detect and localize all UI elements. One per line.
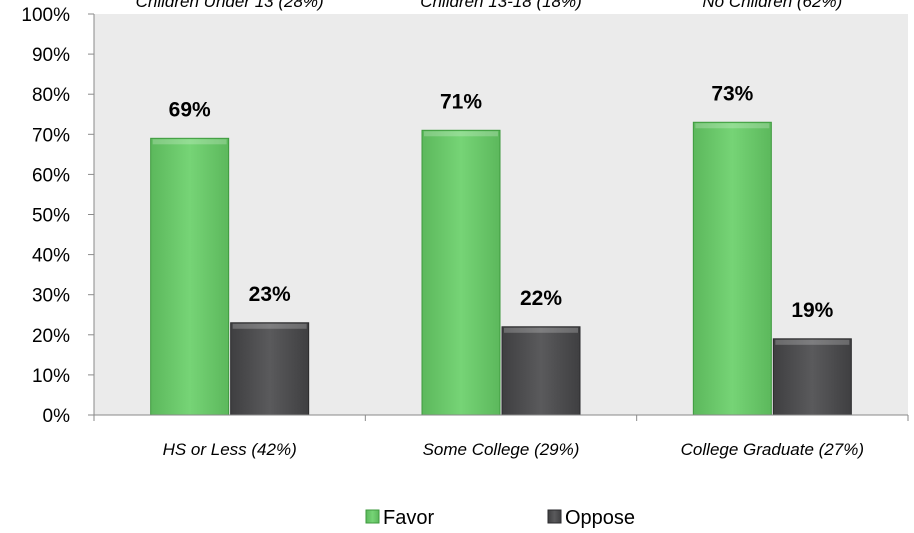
bar-highlight [152, 139, 227, 145]
data-label: 22% [520, 287, 562, 310]
y-tick-label: 100% [21, 5, 70, 26]
y-tick-label: 80% [32, 85, 70, 106]
bar-highlight [504, 327, 578, 333]
data-label: 71% [440, 90, 482, 113]
bar-oppose[interactable] [501, 326, 581, 416]
legend-swatch-oppose [547, 509, 562, 524]
y-tick-label: 40% [32, 246, 70, 267]
y-tick-label: 50% [32, 206, 70, 227]
legend-label-favor: Favor [383, 507, 434, 529]
bar-highlight [775, 339, 850, 345]
y-tick-label: 30% [32, 286, 70, 307]
plot-background [94, 14, 908, 415]
category-label: College Graduate (27%) [681, 440, 864, 459]
y-tick-label: 60% [32, 165, 70, 186]
bar-oppose[interactable] [772, 338, 852, 416]
bar-favor[interactable] [150, 137, 230, 416]
data-label: 73% [711, 82, 753, 105]
bar-favor[interactable] [692, 121, 772, 416]
y-tick-label: 0% [43, 406, 71, 427]
bar-highlight [695, 123, 770, 129]
data-label: 19% [791, 299, 833, 322]
bar-favor[interactable] [421, 129, 501, 416]
y-tick-label: 10% [32, 366, 70, 387]
bar-highlight [232, 323, 307, 329]
category-label: HS or Less (42%) [163, 440, 297, 459]
legend-swatch-favor [365, 509, 380, 524]
data-label: 69% [169, 98, 211, 121]
bar-highlight [424, 131, 498, 137]
top-label: Children Under 13 (28%) [136, 0, 324, 11]
top-label: Children 13-18 (18%) [420, 0, 582, 11]
y-tick-label: 70% [32, 125, 70, 146]
y-tick-label: 90% [32, 45, 70, 66]
category-label: Some College (29%) [423, 440, 580, 459]
legend-label-oppose: Oppose [565, 507, 635, 529]
bar-oppose[interactable] [230, 322, 310, 416]
top-label: No Children (62%) [702, 0, 842, 11]
y-tick-label: 20% [32, 326, 70, 347]
data-label: 23% [249, 283, 291, 306]
